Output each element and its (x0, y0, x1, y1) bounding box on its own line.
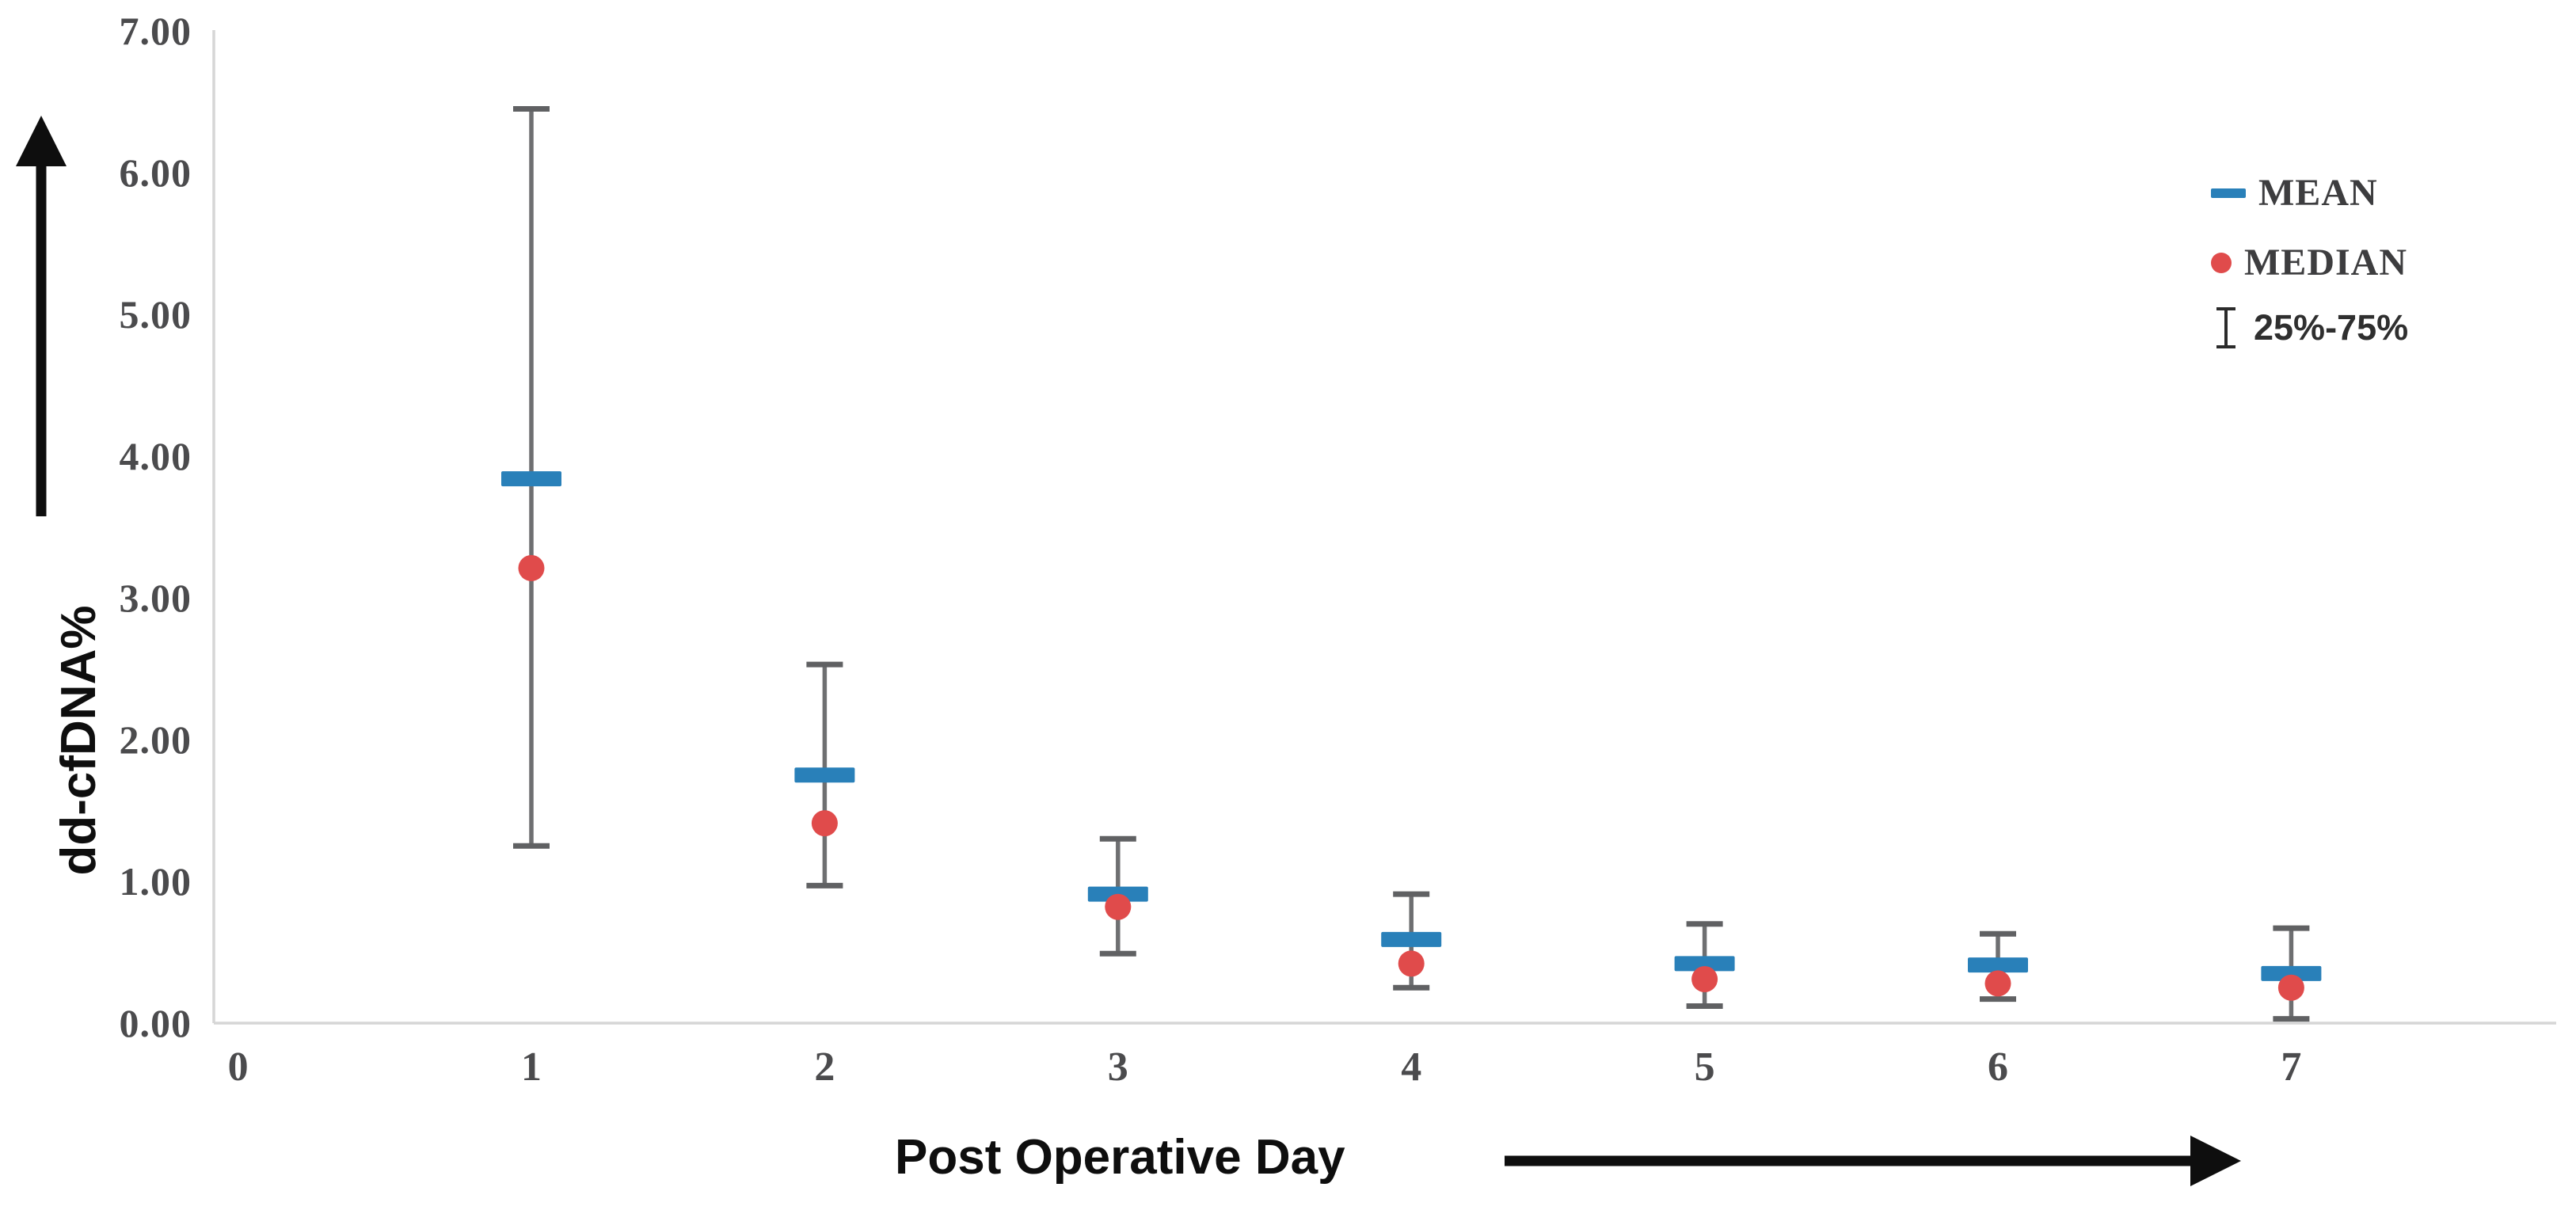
median-marker-day-1 (518, 554, 545, 581)
median-marker-day-6 (1984, 970, 2011, 997)
y-tick-label: 2.00 (119, 717, 192, 762)
y-tick-label: 6.00 (119, 150, 192, 195)
y-tick-label: 3.00 (119, 576, 192, 620)
y-axis-arrowhead-icon (16, 116, 67, 166)
median-marker-day-4 (1398, 950, 1425, 977)
x-axis-arrowhead-icon (2190, 1136, 2241, 1186)
legend-label-mean: MEAN (2258, 172, 2378, 214)
x-tick-label: 2 (814, 1044, 835, 1090)
x-tick-label: 7 (2281, 1044, 2302, 1090)
mean-marker-day-5 (1674, 956, 1735, 972)
mean-marker-day-2 (794, 767, 855, 783)
x-tick-label: 6 (1988, 1044, 2008, 1090)
mean-marker-day-4 (1381, 931, 1442, 947)
y-tick-label: 0.00 (119, 1001, 192, 1045)
legend-item-mean: MEAN (2211, 168, 2378, 219)
y-tick-label: 7.00 (119, 9, 192, 53)
median-marker-day-3 (1105, 893, 1132, 920)
x-axis-title: Post Operative Day (895, 1130, 1345, 1185)
legend-label-iqr: 25%-75% (2254, 307, 2409, 348)
y-tick-label: 5.00 (119, 292, 192, 337)
legend-item-iqr: 25%-75% (2211, 302, 2408, 353)
x-tick-label: 5 (1694, 1044, 1715, 1090)
mean-marker-day-6 (1968, 957, 2028, 973)
x-tick-label: 3 (1107, 1044, 1128, 1090)
mean-marker-day-7 (2261, 965, 2322, 981)
error-bar-icon (2216, 307, 2235, 348)
mean-dash-icon (2211, 188, 2246, 198)
x-tick-label: 1 (521, 1044, 542, 1090)
legend-label-median: MEDIAN (2244, 242, 2407, 283)
median-marker-day-7 (2277, 974, 2304, 1001)
legend-item-median: MEDIAN (2211, 238, 2407, 288)
median-marker-day-5 (1691, 966, 1718, 993)
median-dot-icon (2211, 253, 2232, 273)
x-tick-label: 4 (1401, 1044, 1422, 1090)
mean-marker-day-1 (501, 471, 561, 487)
median-marker-day-2 (811, 810, 838, 837)
y-tick-label: 1.00 (119, 859, 192, 904)
x-tick-label: 0 (227, 1044, 249, 1090)
y-tick-label: 4.00 (119, 434, 192, 478)
